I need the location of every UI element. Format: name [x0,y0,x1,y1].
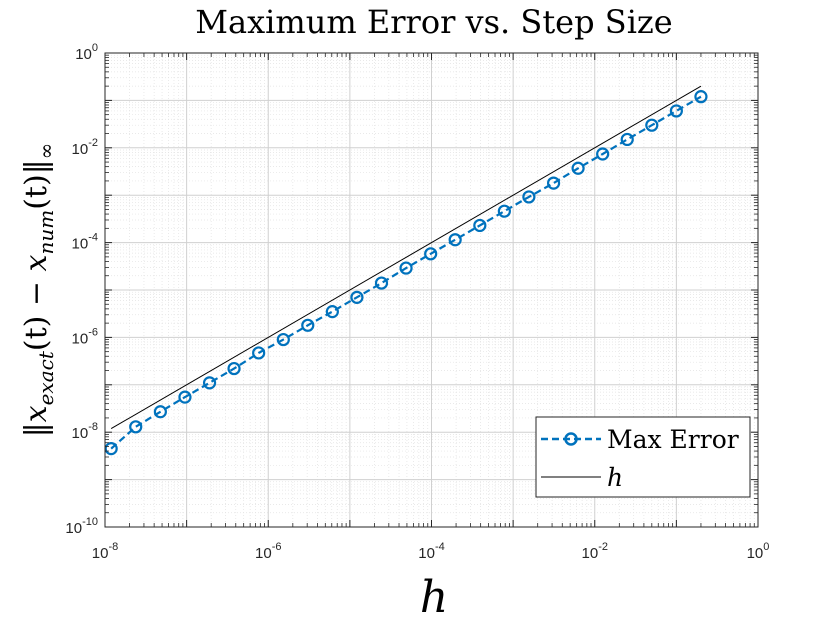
y-tick-label: 10-10 [65,516,98,537]
max-error-point [227,361,241,376]
y-tick-label-exp: -6 [88,326,98,338]
max-error-point [424,247,438,261]
x-tick-label-base: 10 [255,545,272,562]
max-error-point [473,218,487,233]
max-error-line [110,95,702,450]
chart-title: Maximum Error vs. Step Size [195,3,672,41]
x-axis-label: h [420,572,448,623]
max-error-point [669,104,683,118]
legend-max-error-label: Max Error [607,425,739,454]
max-error-point [645,118,659,132]
y-axis-label: ‖xexact(t) − xnum(t)‖∞ [19,143,58,438]
legend: Max Error h [535,416,751,498]
legend-box [535,416,751,498]
max-error-point [546,176,561,190]
max-error-point [202,376,217,390]
legend-max-error-marker [564,432,578,446]
x-tick-label: 10-4 [418,541,444,562]
y-tick-label-exp: -10 [82,516,98,528]
x-tick-label-exp: 0 [763,541,769,553]
max-error-point [448,233,462,247]
x-tick-label: 10-8 [92,541,118,562]
max-error-point [399,261,413,275]
reference-line-h [110,85,702,430]
max-error-point [301,318,315,332]
y-tick-label-exp: -2 [88,137,98,149]
y-tick-label: 10-2 [72,137,98,158]
x-tick-label: 10-2 [582,541,608,562]
x-tick-label-base: 10 [747,545,764,562]
max-error-point [374,276,389,290]
max-error-point [252,346,266,360]
x-tick-label-base: 10 [582,545,599,562]
legend-h-label: h [607,463,623,492]
y-tick-label: 100 [75,42,98,63]
tick-labels: 10-8 10-6 10-4 10-2 10010-1010-810-610-410-2… [65,42,769,562]
x-tick-label-exp: -2 [598,541,608,553]
y-axis-label-sub1: exact [34,350,58,405]
y-axis-label-x1: x [19,405,54,422]
x-tick-label-exp: -4 [435,541,445,553]
y-tick-label-base: 10 [72,236,89,253]
y-tick-label: 10-4 [72,232,98,253]
max-error-point [571,161,585,175]
y-axis-label-mid: (t) − [19,271,54,351]
max-error-point [620,132,634,147]
x-tick-label: 10-6 [255,541,281,562]
max-error-point [694,90,708,104]
y-tick-label-exp: 0 [92,42,98,54]
x-tick-label-base: 10 [92,545,109,562]
max-error-point [276,332,290,347]
max-error-point [104,442,118,456]
series-layer [104,85,708,456]
x-tick-label-exp: -8 [108,541,118,553]
max-error-point [325,305,339,319]
y-tick-label-base: 10 [72,330,89,347]
max-error-point [497,204,511,218]
y-axis-label-sub2: num [34,210,58,255]
max-error-point [522,190,536,204]
axis-ticks [104,52,759,528]
y-tick-label-exp: -4 [88,232,98,244]
x-tick-label: 100 [747,541,770,562]
y-axis-label-inf: ∞ [34,143,58,160]
x-tick-label-exp: -6 [272,541,282,553]
y-axis-label-close: (t)‖ [19,159,54,209]
y-axis-label-open: ‖ [19,422,54,437]
y-tick-label-base: 10 [75,46,92,63]
max-error-point [129,420,143,434]
max-error-point [153,405,167,419]
y-tick-label-base: 10 [65,520,82,537]
max-error-point [178,390,192,404]
max-error-point [596,147,610,161]
y-axis-label-x2: x [19,254,54,271]
x-tick-label-base: 10 [418,545,435,562]
y-tick-label-base: 10 [72,425,89,442]
y-tick-label: 10-6 [72,326,98,347]
y-tick-label-base: 10 [72,141,89,158]
y-tick-label: 10-8 [72,421,98,442]
y-tick-label-exp: -8 [88,421,98,433]
max-error-point [350,290,364,304]
